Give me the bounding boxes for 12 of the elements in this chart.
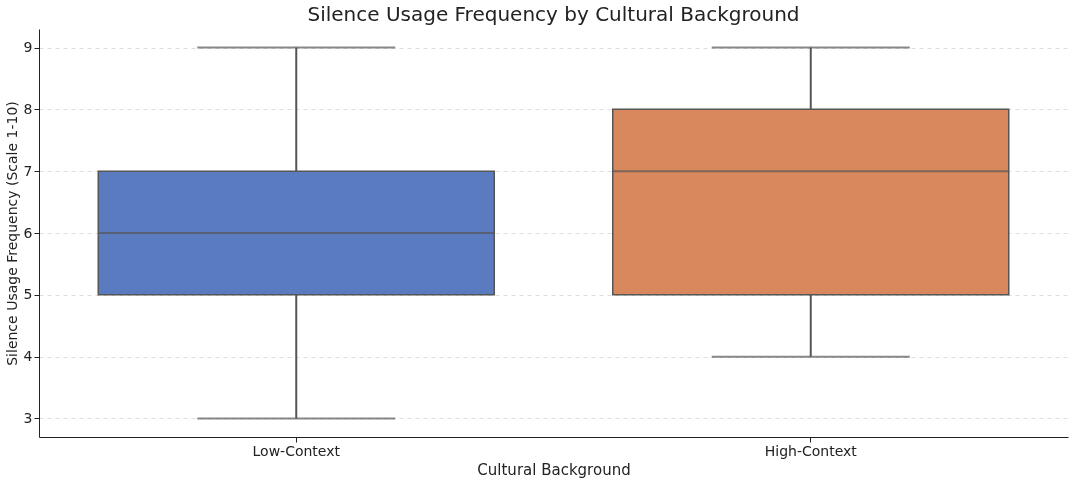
x-axis-title: Cultural Background (477, 460, 631, 479)
y-tick-label: 4 (23, 348, 33, 365)
chart-title: Silence Usage Frequency by Cultural Background (307, 2, 800, 26)
y-tick-label: 8 (23, 100, 33, 117)
y-tick-label: 6 (23, 224, 33, 241)
y-tick-label: 3 (23, 409, 33, 426)
y-tick-label: 5 (23, 286, 33, 303)
x-tick-label: High-Context (764, 442, 858, 459)
y-axis-title: Silence Usage Frequency (Scale 1-10) (3, 101, 20, 366)
x-tick-label: Low-Context (252, 442, 341, 459)
y-tick-label: 7 (23, 162, 33, 179)
y-tick-label: 9 (23, 39, 33, 56)
